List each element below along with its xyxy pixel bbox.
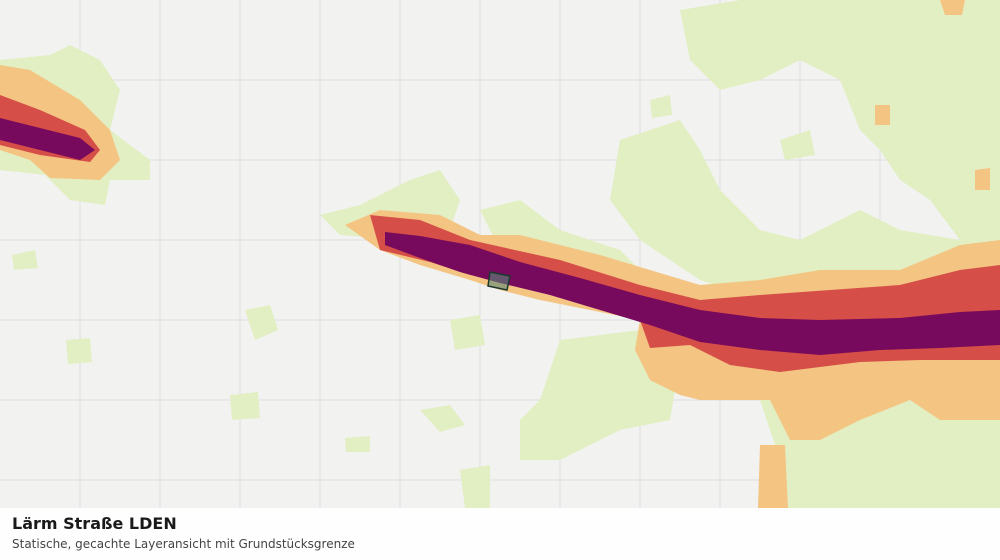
noise-zone-very-high [0, 118, 1000, 355]
layer-subtitle: Statische, gecachte Layeransicht mit Gru… [12, 537, 355, 551]
layer-title: Lärm Straße LDEN [12, 514, 177, 533]
parcel-boundary [487, 271, 511, 291]
caption-box: Lärm Straße LDEN Statische, gecachte Lay… [0, 508, 1000, 560]
